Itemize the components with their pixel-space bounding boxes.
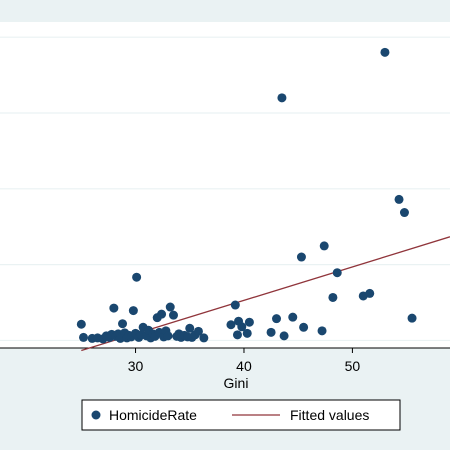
data-point-49 [237,322,247,332]
data-point-53 [266,327,276,337]
legend-label-homicide-rate: HomicideRate [109,407,197,423]
data-point-52 [244,317,254,327]
data-point-67 [394,194,404,204]
data-point-69 [407,313,417,323]
data-point-17 [128,306,138,316]
data-point-1 [78,332,88,342]
data-point-30 [157,309,167,319]
data-point-0 [76,319,86,329]
gridlines [0,36,450,342]
data-point-19 [132,272,142,282]
legend: HomicideRate Fitted values [81,399,401,431]
x-axis-title: Gini [224,375,249,391]
data-point-61 [319,241,329,251]
data-point-50 [232,330,242,340]
data-point-63 [332,268,342,278]
data-point-46 [226,320,236,330]
x-tick-label-2: 50 [345,358,361,374]
legend-label-fitted-values: Fitted values [290,407,369,423]
data-point-59 [299,322,309,332]
x-tick-label-0: 30 [128,358,144,374]
data-point-55 [277,93,287,103]
data-point-68 [399,208,409,218]
data-point-41 [185,323,195,333]
x-axis-ticks: 30 40 50 [128,348,361,374]
data-point-56 [279,331,289,341]
data-point-35 [168,310,178,320]
data-point-65 [365,288,375,298]
data-point-45 [199,333,209,343]
data-point-62 [328,292,338,302]
data-point-54 [272,314,282,324]
data-point-8 [109,303,119,313]
data-point-44 [193,326,203,336]
data-point-12 [118,319,128,329]
data-point-57 [288,312,298,322]
data-point-60 [317,326,327,336]
homicide-rate-points [76,47,417,344]
data-point-33 [163,331,173,341]
plot-area [0,22,450,348]
data-point-66 [380,47,390,57]
data-point-34 [165,302,175,312]
data-point-47 [230,300,240,310]
data-point-58 [296,252,306,262]
x-tick-label-1: 40 [236,358,252,374]
legend-marker-homicide-rate [91,410,101,420]
data-point-51 [242,328,252,338]
